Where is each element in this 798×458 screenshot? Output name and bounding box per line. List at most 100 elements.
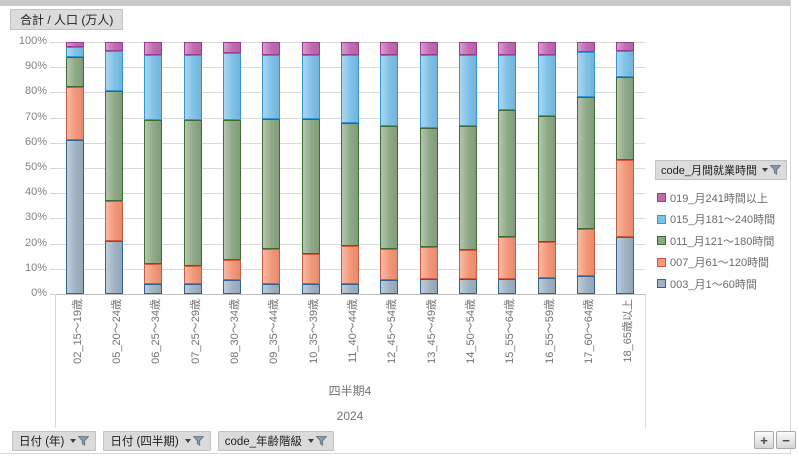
- bar-segment[interactable]: [144, 42, 163, 55]
- expand-entire-field-button[interactable]: +: [754, 431, 774, 449]
- axis-field-buttons: 日付 (年) 日付 (四半期) code_年齢階級: [12, 431, 335, 451]
- bar-segment[interactable]: [340, 42, 359, 55]
- y-axis-tick-label: 30%: [24, 211, 47, 224]
- bar-segment[interactable]: [498, 237, 517, 279]
- bar-segment[interactable]: [340, 122, 359, 247]
- field-button-age-class[interactable]: code_年齢階級: [217, 431, 335, 451]
- bar-segment[interactable]: [65, 87, 84, 141]
- bar-column: [409, 42, 448, 294]
- values-field-button[interactable]: 合計 / 人口 (万人): [10, 9, 124, 30]
- bar-segment[interactable]: [576, 42, 595, 53]
- bar-segment[interactable]: [419, 278, 438, 294]
- bar-segment[interactable]: [301, 253, 320, 284]
- bar-segment[interactable]: [576, 228, 595, 277]
- bar-segment[interactable]: [576, 52, 595, 98]
- bar-segment[interactable]: [222, 42, 241, 54]
- bar-column: [94, 42, 133, 294]
- bar-segment[interactable]: [183, 120, 202, 267]
- bar-segment[interactable]: [380, 42, 399, 55]
- filter-controls: [70, 436, 90, 446]
- bar-segment[interactable]: [104, 241, 123, 294]
- bar-segment[interactable]: [537, 242, 556, 278]
- collapse-entire-field-button[interactable]: −: [776, 431, 796, 449]
- x-axis-label-cell: 15_55〜64歳: [488, 297, 527, 379]
- bar-segment[interactable]: [616, 77, 635, 161]
- bar-segment[interactable]: [576, 97, 595, 229]
- bar-segment[interactable]: [301, 54, 320, 119]
- bar-segment[interactable]: [419, 54, 438, 128]
- x-axis-label-cell: 16_55〜59歳: [527, 297, 566, 379]
- bar-segment[interactable]: [65, 42, 84, 48]
- bar-segment[interactable]: [380, 126, 399, 249]
- bar-segment[interactable]: [498, 42, 517, 55]
- bar-segment[interactable]: [301, 42, 320, 55]
- bar-segment[interactable]: [183, 283, 202, 294]
- y-axis-tick-mark: [50, 117, 55, 119]
- field-button-date-quarter[interactable]: 日付 (四半期): [103, 431, 211, 451]
- plot-area[interactable]: [55, 42, 645, 295]
- bar-segment[interactable]: [222, 120, 241, 260]
- bar-segment[interactable]: [576, 276, 595, 294]
- bar-segment[interactable]: [419, 127, 438, 248]
- bar-segment[interactable]: [144, 283, 163, 294]
- bar-segment[interactable]: [380, 248, 399, 281]
- bar-segment[interactable]: [222, 280, 241, 294]
- bar-segment[interactable]: [419, 42, 438, 55]
- x-axis-label-cell: 02_15〜19歳: [55, 297, 94, 379]
- bar-segment[interactable]: [262, 42, 281, 55]
- bar-segment[interactable]: [616, 160, 635, 238]
- legend-field-button[interactable]: code_月間就業時間: [655, 160, 787, 180]
- bar-segment[interactable]: [380, 280, 399, 294]
- bar-segment[interactable]: [419, 247, 438, 279]
- x-axis-label: 09_35〜44歳: [268, 299, 281, 364]
- bar-segment[interactable]: [301, 283, 320, 294]
- bar-segment[interactable]: [340, 246, 359, 284]
- bar-segment[interactable]: [616, 50, 635, 78]
- bar-segment[interactable]: [262, 54, 281, 119]
- bar-segment[interactable]: [104, 91, 123, 201]
- bar-segment[interactable]: [104, 42, 123, 51]
- bar-segment[interactable]: [537, 277, 556, 294]
- bar-segment[interactable]: [458, 126, 477, 250]
- bar-segment[interactable]: [537, 116, 556, 243]
- bar-segment[interactable]: [144, 54, 163, 121]
- bar-segment[interactable]: [183, 42, 202, 55]
- bar-segment[interactable]: [498, 110, 517, 238]
- y-axis-tick-mark: [50, 243, 55, 245]
- bar-segment[interactable]: [301, 118, 320, 254]
- x-axis-label: 17_60〜64歳: [582, 299, 595, 364]
- bar-segment[interactable]: [144, 263, 163, 284]
- bar-segment[interactable]: [498, 54, 517, 111]
- bar-segment[interactable]: [144, 120, 163, 264]
- legend-item: 019_月241時間以上: [657, 187, 795, 209]
- dropdown-arrow-icon: [184, 439, 191, 443]
- bar-segment[interactable]: [65, 140, 84, 294]
- bar-segment[interactable]: [458, 54, 477, 127]
- bar-segment[interactable]: [65, 47, 84, 58]
- bar-segment[interactable]: [458, 278, 477, 294]
- bar-segment[interactable]: [537, 54, 556, 117]
- bar-segment[interactable]: [458, 42, 477, 55]
- bar-segment[interactable]: [537, 42, 556, 55]
- bar-segment[interactable]: [65, 57, 84, 88]
- bar-segment[interactable]: [616, 237, 635, 294]
- bar-segment[interactable]: [222, 53, 241, 121]
- bar-segment[interactable]: [340, 283, 359, 294]
- bar-segment[interactable]: [262, 283, 281, 294]
- bar-segment[interactable]: [222, 259, 241, 281]
- bar-segment[interactable]: [104, 50, 123, 92]
- bar-segment[interactable]: [262, 248, 281, 284]
- bar-segment[interactable]: [340, 54, 359, 123]
- legend-filter-controls: [762, 165, 781, 175]
- bar-segment[interactable]: [104, 200, 123, 242]
- bar-segment[interactable]: [183, 266, 202, 284]
- filter-controls: [184, 436, 204, 446]
- bar-segment[interactable]: [498, 278, 517, 294]
- field-button-date-year[interactable]: 日付 (年): [12, 431, 97, 451]
- bar-segment[interactable]: [380, 54, 399, 127]
- bar-segment[interactable]: [183, 54, 202, 121]
- bar-segment[interactable]: [458, 249, 477, 279]
- bar-segment[interactable]: [262, 118, 281, 249]
- bar-segment[interactable]: [616, 42, 635, 51]
- bar-column: [488, 42, 527, 294]
